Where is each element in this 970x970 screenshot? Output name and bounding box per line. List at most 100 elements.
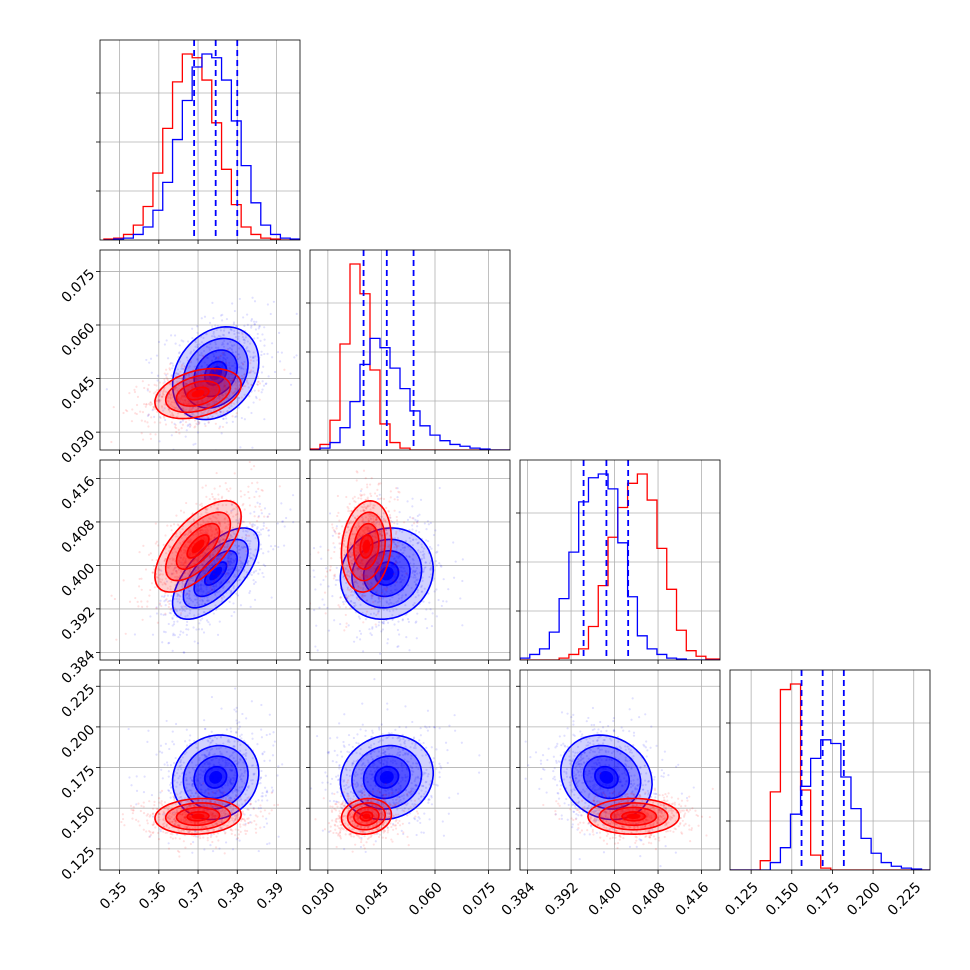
- scatter-point-blue: [397, 645, 400, 648]
- scatter-point-red: [243, 372, 247, 376]
- scatter-point-red: [351, 575, 354, 578]
- scatter-point-red: [394, 550, 397, 553]
- scatter-point-red: [242, 502, 245, 506]
- scatter-point-blue: [274, 544, 277, 548]
- scatter-point-blue: [396, 645, 399, 648]
- scatter-point-blue: [218, 546, 222, 549]
- scatter-point-red: [150, 582, 154, 585]
- scatter-point-blue: [314, 645, 317, 648]
- scatter-point-blue: [253, 598, 257, 601]
- scatter-point-red: [343, 537, 346, 540]
- scatter-point-blue: [212, 388, 215, 391]
- scatter-point-blue: [344, 600, 347, 603]
- scatter-point-blue: [242, 316, 245, 319]
- scatter-point-red: [368, 530, 372, 533]
- scatter-point-red: [182, 383, 185, 386]
- scatter-point-red: [366, 486, 369, 489]
- scatter-point-red: [372, 549, 375, 552]
- scatter-point-blue: [230, 552, 233, 555]
- scatter-point-red: [198, 401, 201, 404]
- scatter-point-blue: [381, 590, 384, 594]
- scatter-point-blue: [410, 533, 413, 536]
- scatter-point-blue: [193, 640, 196, 643]
- scatter-point-red: [198, 376, 201, 380]
- scatter-point-red: [172, 415, 175, 418]
- scatter-point-red: [203, 409, 207, 412]
- scatter-point-red: [206, 405, 210, 408]
- scatter-point-red: [211, 495, 214, 498]
- scatter-point-red: [181, 395, 184, 398]
- scatter-point-blue: [221, 333, 225, 336]
- scatter-point-blue: [425, 627, 429, 630]
- scatter-point-red: [146, 387, 149, 390]
- scatter-point-blue: [415, 538, 418, 541]
- scatter-point-blue: [423, 522, 426, 525]
- scatter-point-blue: [249, 605, 252, 608]
- scatter-point-red: [392, 579, 395, 582]
- scatter-point-blue: [213, 585, 216, 588]
- scatter-point-blue: [237, 568, 241, 572]
- scatter-point-blue: [415, 529, 418, 532]
- scatter-point-blue: [227, 559, 230, 563]
- scatter-point-red: [221, 530, 224, 533]
- scatter-point-red: [156, 621, 159, 624]
- scatter-point-blue: [182, 608, 185, 611]
- scatter-point-red: [153, 408, 157, 411]
- scatter-point-blue: [352, 605, 356, 608]
- scatter-point-red: [189, 360, 192, 363]
- scatter-point-blue: [227, 563, 230, 566]
- scatter-point-red: [344, 556, 347, 559]
- scatter-point-red: [164, 534, 167, 537]
- scatter-point-red: [261, 489, 264, 492]
- scatter-point-red: [363, 509, 366, 513]
- scatter-point-blue: [197, 628, 201, 631]
- scatter-point-blue: [162, 613, 165, 616]
- scatter-point-blue: [212, 585, 215, 588]
- scatter-point-red: [374, 536, 378, 540]
- scatter-point-red: [361, 519, 364, 523]
- scatter-point-blue: [176, 600, 179, 603]
- scatter-point-blue: [196, 560, 199, 564]
- scatter-point-red: [124, 409, 128, 412]
- scatter-point-red: [353, 516, 357, 519]
- scatter-point-red: [182, 377, 185, 381]
- scatter-point-red: [181, 376, 184, 379]
- scatter-point-blue: [236, 594, 240, 597]
- scatter-point-red: [250, 468, 253, 471]
- scatter-point-blue: [334, 583, 337, 586]
- scatter-point-blue: [364, 520, 367, 524]
- joint-panel-2-0: [110, 460, 295, 654]
- scatter-point-blue: [221, 341, 224, 344]
- scatter-point-blue: [362, 582, 365, 585]
- scatter-point-blue: [289, 372, 292, 375]
- scatter-point-red: [357, 525, 361, 528]
- scatter-point-red: [224, 517, 227, 520]
- scatter-point-red: [180, 591, 183, 594]
- scatter-point-red: [234, 387, 237, 390]
- scatter-point-blue: [235, 519, 238, 522]
- scatter-point-blue: [159, 744, 163, 747]
- scatter-point-red: [338, 532, 341, 535]
- scatter-point-red: [207, 521, 210, 524]
- scatter-point-red: [379, 482, 382, 485]
- scatter-point-blue: [348, 555, 351, 558]
- scatter-point-red: [134, 412, 137, 415]
- scatter-point-blue: [382, 517, 385, 520]
- scatter-point-blue: [227, 561, 230, 564]
- scatter-point-red: [206, 511, 209, 515]
- scatter-point-red: [223, 389, 226, 392]
- scatter-point-blue: [240, 566, 243, 569]
- scatter-point-red: [208, 382, 212, 385]
- scatter-point-blue: [214, 604, 217, 607]
- scatter-point-blue: [391, 613, 394, 617]
- scatter-point-red: [174, 401, 177, 405]
- scatter-point-blue: [240, 378, 244, 381]
- scatter-point-red: [186, 388, 190, 391]
- scatter-point-red: [211, 383, 214, 386]
- scatter-point-blue: [194, 585, 198, 589]
- scatter-point-blue: [205, 403, 209, 406]
- scatter-point-red: [217, 356, 220, 359]
- scatter-point-red: [165, 368, 168, 371]
- scatter-point-red: [360, 559, 364, 563]
- scatter-point-blue: [230, 553, 233, 556]
